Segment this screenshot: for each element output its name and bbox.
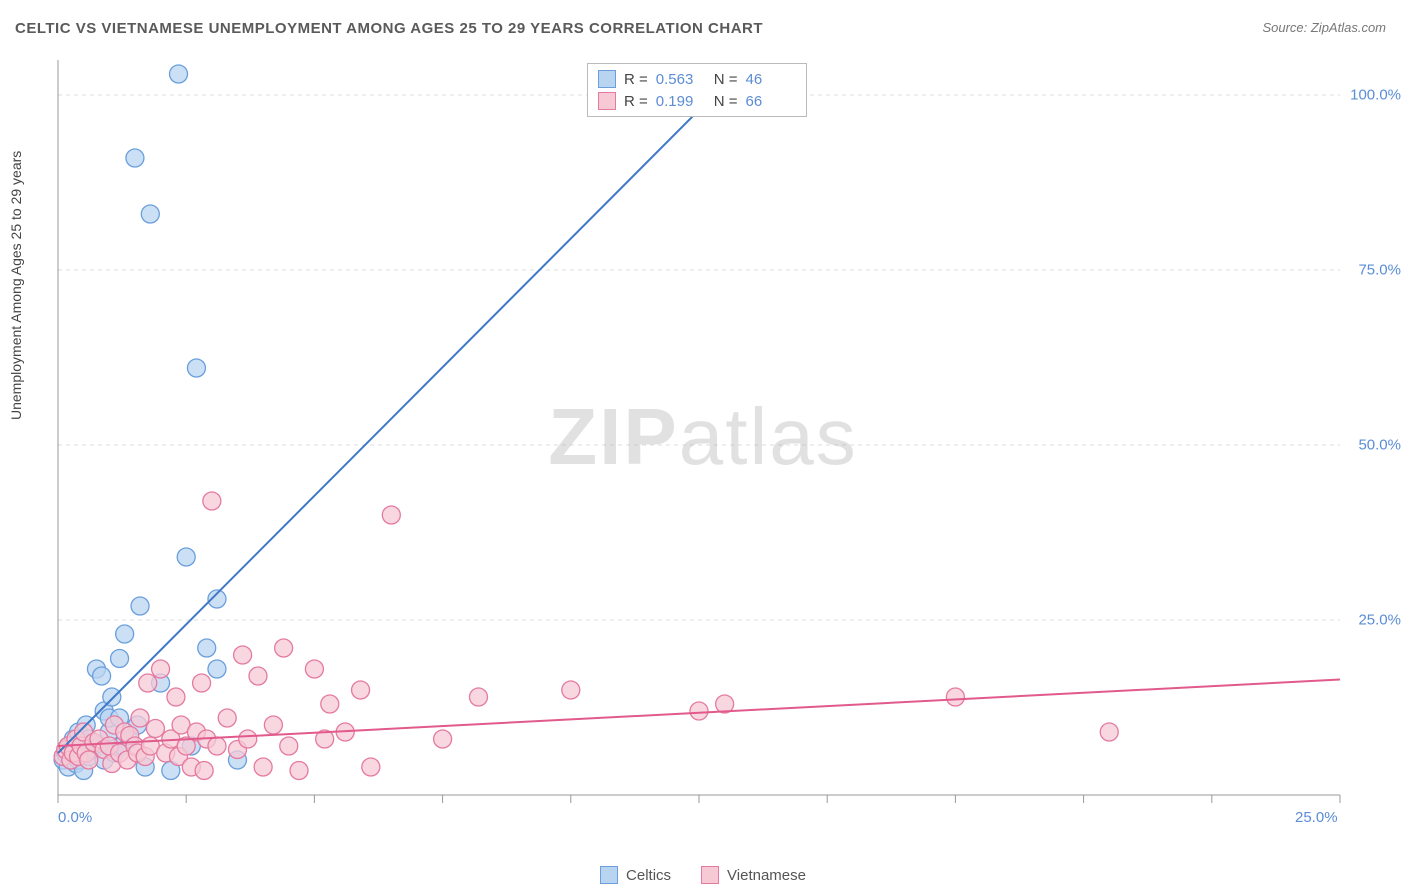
vietnamese-n-value: 66 (746, 93, 796, 110)
y-tick-label: 25.0% (1358, 612, 1401, 629)
chart-area (50, 60, 1380, 840)
legend-r-label: R = (624, 93, 648, 110)
source-attribution: Source: ZipAtlas.com (1262, 20, 1386, 35)
legend-row-celtics: R = 0.563 N = 46 (598, 68, 796, 90)
scatter-chart-svg (50, 60, 1380, 840)
y-axis-label: Unemployment Among Ages 25 to 29 years (8, 151, 24, 420)
y-tick-label: 75.0% (1358, 262, 1401, 279)
legend-n-label: N = (714, 71, 738, 88)
vietnamese-swatch-icon (701, 866, 719, 884)
vietnamese-r-value: 0.199 (656, 93, 706, 110)
legend-r-label: R = (624, 71, 648, 88)
x-tick-label: 25.0% (1295, 809, 1338, 826)
legend-n-label: N = (714, 93, 738, 110)
legend-label: Celtics (626, 867, 671, 884)
y-tick-label: 100.0% (1350, 87, 1401, 104)
correlation-legend: R = 0.563 N = 46 R = 0.199 N = 66 (587, 63, 807, 117)
y-tick-label: 50.0% (1358, 437, 1401, 454)
legend-label: Vietnamese (727, 867, 806, 884)
chart-title: CELTIC VS VIETNAMESE UNEMPLOYMENT AMONG … (15, 20, 763, 37)
celtics-n-value: 46 (746, 71, 796, 88)
bottom-legend: Celtics Vietnamese (600, 866, 806, 884)
celtics-swatch-icon (598, 70, 616, 88)
celtics-r-value: 0.563 (656, 71, 706, 88)
vietnamese-swatch-icon (598, 92, 616, 110)
celtics-swatch-icon (600, 866, 618, 884)
legend-item-celtics: Celtics (600, 866, 671, 884)
legend-row-vietnamese: R = 0.199 N = 66 (598, 90, 796, 112)
x-tick-label: 0.0% (58, 809, 92, 826)
legend-item-vietnamese: Vietnamese (701, 866, 806, 884)
